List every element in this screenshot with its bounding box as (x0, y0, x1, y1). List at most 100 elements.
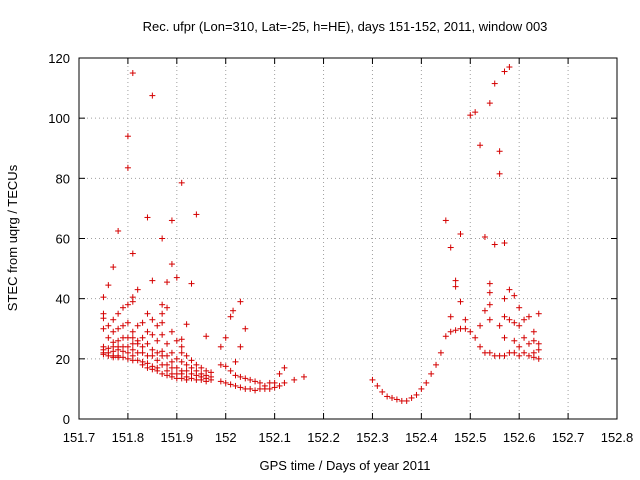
data-point (124, 301, 131, 308)
data-point (222, 334, 229, 341)
x-tick-label: 152.4 (405, 430, 438, 445)
data-point (477, 322, 484, 329)
data-point (393, 396, 400, 403)
data-point (149, 352, 156, 359)
data-point (232, 372, 239, 379)
data-point (516, 343, 523, 350)
data-point (178, 349, 185, 356)
data-point (496, 148, 503, 155)
data-point (232, 382, 239, 389)
data-point (149, 366, 156, 373)
data-point (230, 307, 237, 314)
data-point (100, 325, 107, 332)
data-point (506, 286, 513, 293)
data-point (452, 283, 459, 290)
data-point (178, 358, 185, 365)
data-point (491, 80, 498, 87)
data-point (506, 316, 513, 323)
data-point (105, 282, 112, 289)
data-point (154, 357, 161, 364)
data-point (491, 241, 498, 248)
data-point (168, 349, 175, 356)
data-point (452, 277, 459, 284)
data-point (535, 346, 542, 353)
data-point (222, 363, 229, 370)
data-point (237, 298, 244, 305)
data-point (120, 322, 127, 329)
data-point (535, 310, 542, 317)
data-point (530, 328, 537, 335)
data-point (134, 322, 141, 329)
data-point (472, 334, 479, 341)
data-point (242, 325, 249, 332)
x-tick-label: 152.6 (503, 430, 536, 445)
data-point (486, 100, 493, 107)
data-point (178, 336, 185, 343)
data-point (134, 340, 141, 347)
data-point (227, 381, 234, 388)
data-point (149, 92, 156, 99)
data-point (183, 352, 190, 359)
data-point (159, 310, 166, 317)
data-point (442, 333, 449, 340)
data-point (124, 319, 131, 326)
data-point (188, 364, 195, 371)
data-point (525, 352, 532, 359)
data-point (164, 361, 171, 368)
data-point (188, 280, 195, 287)
data-point (481, 233, 488, 240)
data-point (535, 355, 542, 362)
data-point (467, 112, 474, 119)
data-point (423, 379, 430, 386)
data-point (164, 304, 171, 311)
data-point (232, 358, 239, 365)
data-point (217, 361, 224, 368)
data-point (521, 349, 528, 356)
data-point (516, 352, 523, 359)
data-point (227, 367, 234, 374)
data-point (501, 313, 508, 320)
x-axis-label: GPS time / Days of year 2011 (260, 458, 431, 473)
x-tick-label: 151.9 (161, 430, 194, 445)
data-point (203, 333, 210, 340)
data-point (408, 394, 415, 401)
data-point (168, 217, 175, 224)
data-point (139, 334, 146, 341)
data-point (379, 388, 386, 395)
data-point (129, 334, 136, 341)
data-point (477, 142, 484, 149)
data-point (144, 328, 151, 335)
data-point (535, 340, 542, 347)
x-tick-label: 151.8 (112, 430, 145, 445)
data-point (266, 385, 273, 392)
data-point (374, 382, 381, 389)
data-point (139, 343, 146, 350)
data-point (530, 354, 537, 361)
grid-lines (79, 58, 617, 419)
data-point (501, 68, 508, 75)
data-point (198, 376, 205, 383)
data-point (281, 364, 288, 371)
data-point (472, 109, 479, 116)
data-point (457, 230, 464, 237)
data-point (403, 397, 410, 404)
x-tick-label: 152.5 (454, 430, 487, 445)
data-point (164, 372, 171, 379)
data-point (237, 384, 244, 391)
data-point (442, 217, 449, 224)
x-tick-label: 152.3 (356, 430, 389, 445)
data-point (496, 322, 503, 329)
data-point (115, 337, 122, 344)
data-point (100, 294, 107, 301)
data-point (198, 364, 205, 371)
data-point (525, 313, 532, 320)
data-point (389, 394, 396, 401)
data-point (149, 331, 156, 338)
data-point (100, 351, 107, 358)
data-point (467, 328, 474, 335)
x-axis: 151.7 151.8 151.9 152 152.1 152.2 152.3 152.4 15… (63, 58, 633, 445)
data-point (217, 343, 224, 350)
data-points (100, 64, 542, 404)
data-point (120, 304, 127, 311)
data-point (168, 373, 175, 380)
